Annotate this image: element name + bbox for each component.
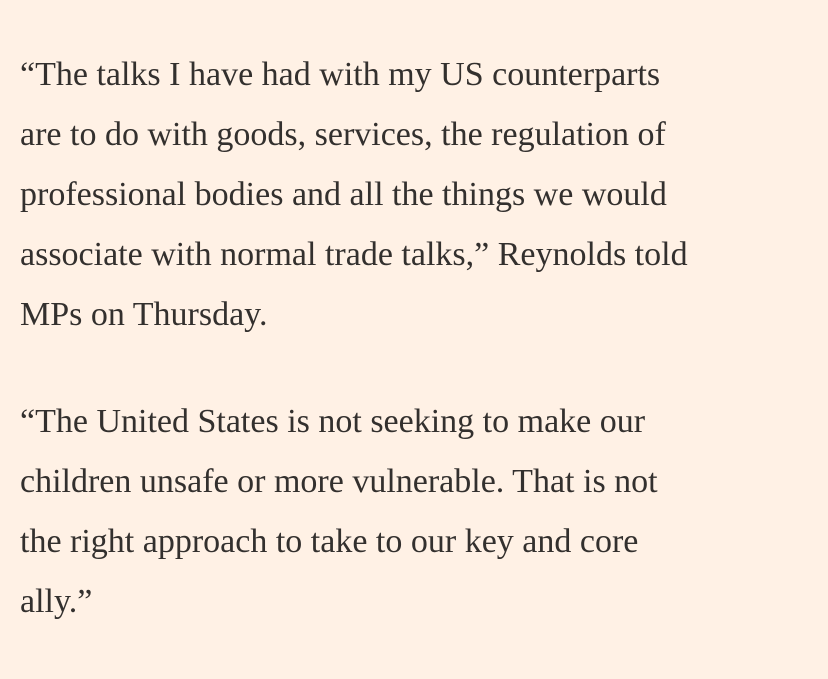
paragraph: “The talks I have had with my US counter…	[20, 45, 828, 345]
text-line: MPs on Thursday.	[20, 296, 268, 333]
text-line: ally.”	[20, 583, 93, 620]
text-line: children unsafe or more vulnerable. That…	[20, 463, 658, 500]
text-line: “The United States is not seeking to mak…	[20, 403, 646, 440]
article-body: “The talks I have had with my US counter…	[20, 45, 828, 679]
page: “The talks I have had with my US counter…	[20, 56, 688, 620]
text-line: professional bodies and all the things w…	[20, 176, 667, 213]
text-line: associate with normal trade talks,” Reyn…	[20, 236, 688, 273]
text-line: are to do with goods, services, the regu…	[20, 116, 666, 153]
text-line: “The talks I have had with my US counter…	[20, 56, 661, 93]
text-line: the right approach to take to our key an…	[20, 523, 639, 560]
paragraph: “The United States is not seeking to mak…	[20, 392, 828, 632]
